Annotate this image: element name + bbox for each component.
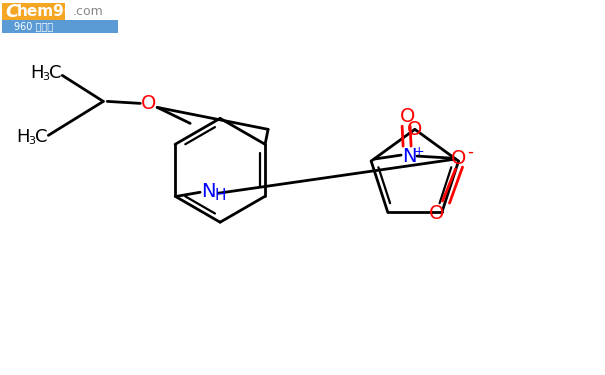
Text: O: O (140, 94, 156, 113)
Text: 3: 3 (42, 72, 50, 82)
Polygon shape (2, 3, 65, 21)
Text: 3: 3 (28, 136, 35, 146)
Polygon shape (2, 20, 118, 33)
Text: O: O (399, 106, 415, 126)
Text: hem960: hem960 (16, 4, 85, 19)
Text: -: - (467, 143, 473, 161)
Text: H: H (30, 64, 44, 82)
Text: C: C (35, 128, 48, 146)
Text: 960 化工网: 960 化工网 (15, 21, 53, 32)
Text: .com: .com (73, 5, 103, 18)
Text: O: O (451, 148, 466, 168)
Text: H: H (16, 128, 30, 146)
Text: C: C (50, 64, 62, 82)
Text: N: N (402, 147, 416, 166)
Text: C: C (5, 3, 19, 21)
Text: H: H (214, 188, 226, 203)
Text: O: O (407, 120, 422, 139)
Text: O: O (429, 204, 444, 222)
Text: N: N (201, 182, 215, 201)
Text: +: + (414, 145, 424, 158)
